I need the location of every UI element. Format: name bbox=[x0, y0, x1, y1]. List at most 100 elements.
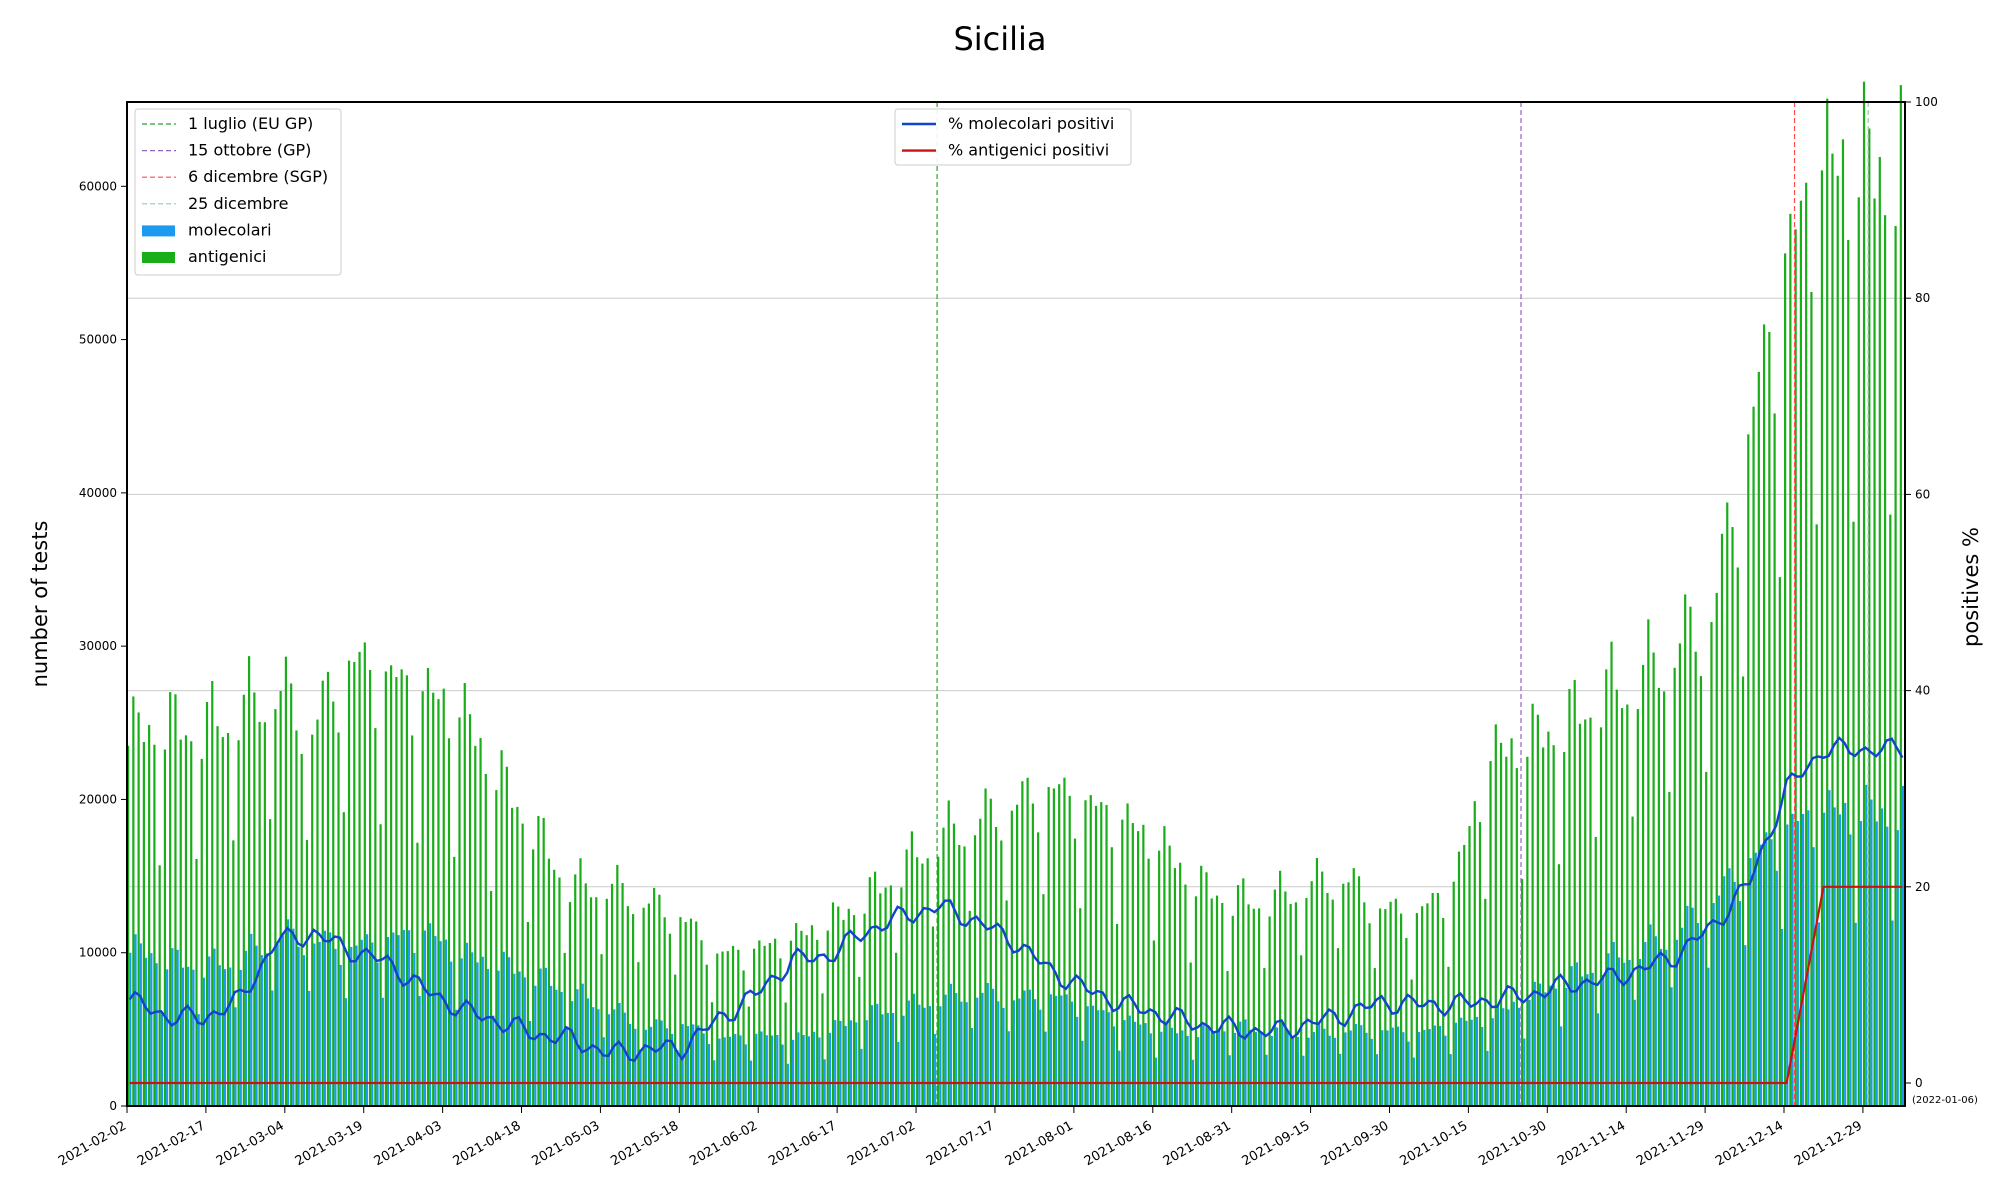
bar-molecolari bbox=[139, 943, 142, 1106]
bar-antigenici bbox=[1778, 577, 1781, 1106]
bar-antigenici bbox=[1189, 962, 1192, 1106]
bar-antigenici bbox=[695, 921, 698, 1106]
bar-molecolari bbox=[728, 1036, 732, 1106]
bar-antigenici bbox=[1757, 371, 1760, 1107]
bar-antigenici bbox=[1047, 786, 1050, 1106]
bar-antigenici bbox=[1373, 968, 1376, 1106]
bar-antigenici bbox=[432, 692, 435, 1106]
bar-molecolari bbox=[939, 1006, 942, 1106]
line-molecolari-positivi bbox=[128, 736, 1904, 1062]
bar-molecolari bbox=[392, 932, 395, 1106]
bar-antigenici bbox=[205, 702, 209, 1106]
bar-antigenici bbox=[1442, 918, 1445, 1106]
bar-antigenici bbox=[426, 667, 430, 1106]
x-tick-label: 2021-05-18 bbox=[608, 1118, 681, 1169]
legend-lines: % molecolari positivi % antigenici positi… bbox=[894, 108, 1132, 166]
bar-antigenici bbox=[658, 894, 661, 1106]
bar-molecolari bbox=[1407, 1041, 1410, 1106]
bar-molecolari bbox=[192, 969, 195, 1106]
bar-antigenici bbox=[1705, 771, 1708, 1106]
bar-antigenici bbox=[174, 694, 177, 1106]
bar-molecolari bbox=[1596, 1013, 1600, 1106]
bar-antigenici bbox=[1799, 200, 1803, 1106]
bar-antigenici bbox=[1768, 332, 1771, 1106]
bar-molecolari bbox=[1891, 920, 1894, 1106]
bar-molecolari bbox=[329, 932, 332, 1106]
bar-antigenici bbox=[1021, 781, 1024, 1106]
bar-molecolari bbox=[423, 930, 426, 1106]
bar-antigenici bbox=[1631, 816, 1634, 1106]
bar-antigenici bbox=[505, 766, 508, 1106]
bar-antigenici bbox=[358, 651, 361, 1106]
bar-antigenici bbox=[1494, 724, 1497, 1106]
bar-molecolari bbox=[1133, 1021, 1137, 1106]
bar-molecolari bbox=[1102, 1010, 1105, 1106]
bar-molecolari bbox=[1212, 1033, 1216, 1106]
left-tick-label: 50000 bbox=[79, 333, 117, 347]
bar-antigenici bbox=[232, 840, 235, 1106]
bar-molecolari bbox=[129, 952, 132, 1106]
bar-molecolari bbox=[1302, 1055, 1305, 1106]
bar-molecolari bbox=[1417, 1032, 1421, 1106]
bar-antigenici bbox=[1810, 291, 1813, 1106]
bar-antigenici bbox=[1215, 895, 1219, 1106]
bar-antigenici bbox=[1142, 824, 1145, 1106]
bar-molecolari bbox=[1386, 1030, 1389, 1106]
bar-antigenici bbox=[142, 741, 145, 1106]
bar-molecolari bbox=[234, 1007, 237, 1106]
bar-antigenici bbox=[1605, 669, 1608, 1106]
bar-antigenici bbox=[1815, 524, 1818, 1106]
bar-antigenici bbox=[1894, 226, 1897, 1106]
bar-molecolari bbox=[1502, 1008, 1505, 1106]
bar-antigenici bbox=[1194, 896, 1198, 1106]
bar-molecolari bbox=[1165, 1023, 1168, 1106]
bar-molecolari bbox=[1375, 1054, 1379, 1106]
bar-molecolari bbox=[1901, 785, 1905, 1106]
bar-antigenici bbox=[1136, 831, 1140, 1106]
bar-molecolari bbox=[623, 1012, 626, 1106]
bar-antigenici bbox=[668, 933, 672, 1106]
bar-antigenici bbox=[390, 665, 393, 1106]
bar-antigenici bbox=[458, 717, 461, 1106]
bar-antigenici bbox=[631, 914, 635, 1106]
bar-antigenici bbox=[1841, 139, 1845, 1106]
bar-antigenici bbox=[921, 863, 924, 1106]
bar-antigenici bbox=[789, 940, 793, 1106]
bar-antigenici bbox=[1226, 971, 1229, 1106]
legend-label: % antigenici positivi bbox=[948, 141, 1109, 160]
bar-molecolari bbox=[1886, 826, 1889, 1106]
bar-molecolari bbox=[1176, 1033, 1179, 1106]
bar-molecolari bbox=[1197, 1037, 1200, 1106]
bar-antigenici bbox=[1831, 153, 1834, 1106]
bar-molecolari bbox=[1696, 922, 1700, 1106]
bar-molecolari bbox=[1281, 1022, 1284, 1106]
left-tick-label: 10000 bbox=[79, 946, 117, 960]
bar-antigenici bbox=[316, 719, 319, 1106]
bar-molecolari bbox=[602, 1037, 605, 1106]
x-tick-label: 2021-04-03 bbox=[372, 1118, 445, 1169]
bar-molecolari bbox=[1817, 922, 1820, 1106]
bar-antigenici bbox=[1063, 777, 1066, 1106]
bar-molecolari bbox=[134, 934, 137, 1106]
bar-molecolari bbox=[1465, 1020, 1468, 1106]
bar-molecolari bbox=[755, 1033, 758, 1106]
bar-molecolari bbox=[807, 1036, 811, 1106]
bar-antigenici bbox=[1289, 904, 1292, 1106]
x-tick-label: 2021-11-29 bbox=[1634, 1118, 1707, 1169]
bar-antigenici bbox=[774, 938, 777, 1106]
bar-molecolari bbox=[1749, 858, 1752, 1106]
bar-molecolari bbox=[891, 1012, 895, 1106]
bar-antigenici bbox=[305, 840, 309, 1106]
bar-molecolari bbox=[1670, 987, 1673, 1106]
bar-antigenici bbox=[1163, 826, 1166, 1106]
bar-antigenici bbox=[1715, 592, 1718, 1106]
bar-antigenici bbox=[1499, 742, 1503, 1106]
bar-molecolari bbox=[1538, 983, 1542, 1106]
bar-antigenici bbox=[916, 857, 919, 1106]
bar-molecolari bbox=[592, 1007, 595, 1106]
bar-antigenici bbox=[368, 670, 372, 1106]
bar-molecolari bbox=[1218, 1030, 1221, 1106]
bar-molecolari bbox=[223, 969, 227, 1106]
bar-molecolari bbox=[455, 1009, 458, 1106]
bar-antigenici bbox=[1410, 979, 1413, 1106]
